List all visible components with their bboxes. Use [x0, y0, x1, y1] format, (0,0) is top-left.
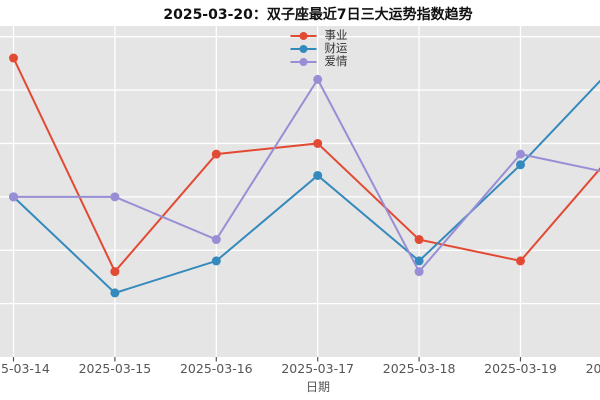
data-point-marker [110, 267, 120, 277]
legend-item: 爱情 [289, 55, 348, 68]
x-axis-title: 日期 [305, 380, 330, 394]
data-point-marker [516, 256, 525, 266]
chart-title: 2025-03-20：双子座最近7日三大运势指数趋势 [163, 7, 473, 23]
data-point-marker [211, 235, 221, 245]
legend-line-marker-icon [290, 57, 317, 66]
x-tick-label: 2025-03-15 [78, 361, 152, 376]
data-point-marker [516, 149, 525, 159]
legend: 事业 财运 爱情 [289, 29, 348, 68]
x-tick-label: 2025-03-17 [281, 361, 355, 376]
data-point-marker [211, 256, 221, 266]
data-point-marker [9, 53, 18, 63]
legend-item: 财运 [289, 42, 348, 55]
x-tick-label: 2025-03-18 [382, 361, 456, 376]
data-point-marker [9, 192, 18, 202]
data-point-marker [414, 256, 424, 266]
legend-label: 财运 [324, 41, 348, 55]
x-tick-label: 2025-03-16 [179, 361, 253, 376]
data-point-marker [313, 170, 323, 180]
series-line-财运 [12, 79, 600, 295]
data-point-marker [313, 138, 323, 148]
data-point-marker [110, 288, 120, 298]
data-point-marker [414, 267, 424, 277]
legend-item: 事业 [289, 29, 348, 42]
x-tick-label: 2025-03-19 [484, 361, 557, 376]
x-tick-label: 2025-03-20 [585, 361, 600, 376]
data-point-marker [313, 74, 323, 84]
legend-label: 事业 [324, 28, 348, 42]
data-point-marker [110, 192, 120, 202]
legend-line-marker-icon [290, 31, 317, 40]
data-point-marker [414, 235, 424, 245]
data-point-marker [516, 160, 525, 170]
legend-label: 爱情 [324, 54, 348, 68]
legend-line-marker-icon [290, 44, 317, 53]
x-tick-label: 2025-03-14 [0, 361, 50, 376]
data-point-marker [211, 149, 221, 159]
